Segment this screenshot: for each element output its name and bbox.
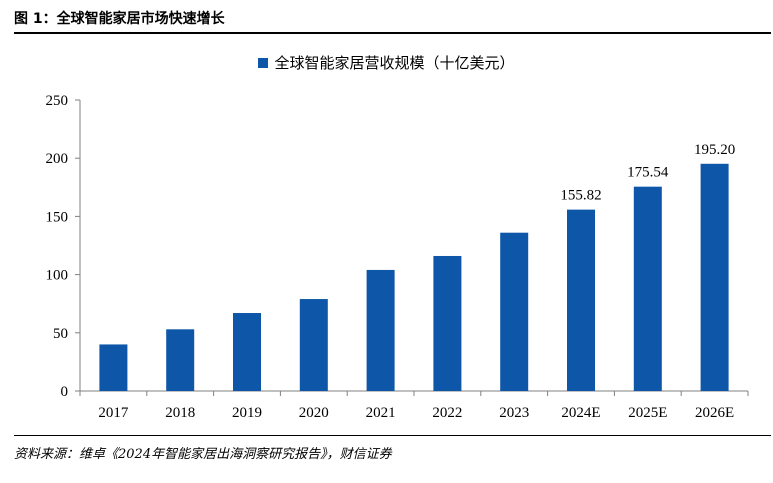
- x-tick-label: 2017: [98, 405, 129, 421]
- x-tick-label: 2018: [165, 405, 195, 421]
- x-tick-label: 2026E: [695, 405, 734, 421]
- legend-label: 全球智能家居营收规模（十亿美元）: [274, 54, 515, 72]
- bar: [99, 344, 128, 391]
- legend-swatch: [258, 58, 269, 68]
- bar: [700, 163, 729, 391]
- bar: [366, 269, 395, 391]
- y-tick-label: 100: [46, 268, 69, 284]
- source-note: 资料来源：维卓《2024年智能家居出海洞察研究报告》，财信证券: [14, 447, 392, 462]
- y-tick-label: 0: [61, 384, 69, 400]
- y-tick-label: 50: [53, 326, 68, 342]
- x-tick-label: 2022: [432, 405, 462, 421]
- x-tick-label: 2020: [299, 405, 329, 421]
- x-tick-label: 2021: [366, 405, 396, 421]
- data-label: 175.54: [627, 165, 669, 181]
- bar: [633, 186, 662, 391]
- data-label: 155.82: [560, 188, 601, 204]
- bar: [567, 209, 595, 391]
- bar: [433, 255, 462, 391]
- x-tick-label: 2023: [499, 405, 529, 421]
- y-tick-label: 150: [46, 209, 69, 225]
- bar: [166, 329, 195, 391]
- bar: [299, 299, 328, 391]
- bar: [233, 313, 261, 391]
- figure-title: 图 1：全球智能家居市场快速增长: [14, 11, 225, 27]
- y-tick-label: 200: [46, 151, 69, 167]
- bar: [500, 232, 529, 391]
- data-label: 195.20: [694, 142, 735, 158]
- x-tick-label: 2024E: [561, 405, 600, 421]
- x-tick-label: 2025E: [628, 405, 667, 421]
- y-tick-label: 250: [46, 93, 69, 109]
- source-rule: [14, 435, 771, 436]
- x-tick-label: 2019: [232, 405, 262, 421]
- title-rule: [14, 32, 771, 34]
- chart-legend: 全球智能家居营收规模（十亿美元）: [0, 52, 773, 73]
